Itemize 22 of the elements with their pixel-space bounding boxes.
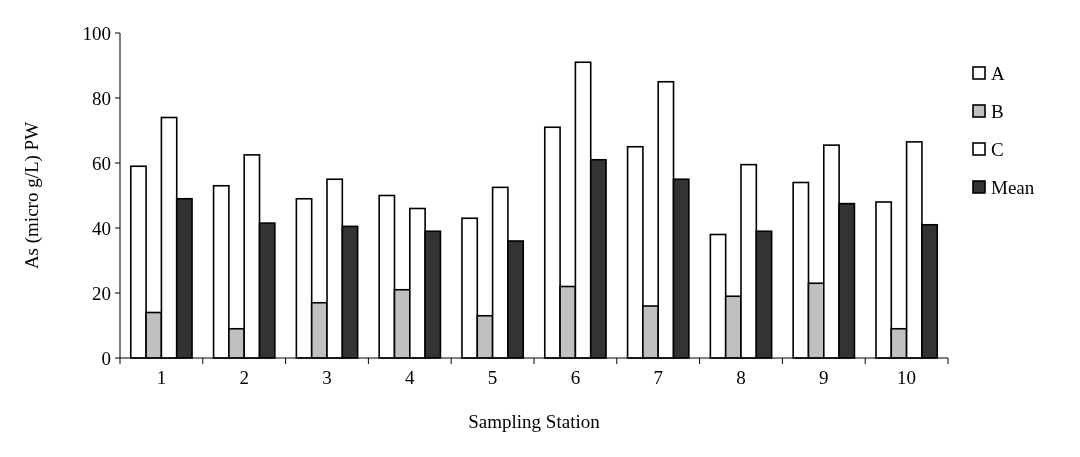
x-tick-label: 7: [653, 367, 663, 388]
x-tick-label: 1: [156, 367, 167, 388]
legend-label: C: [991, 138, 1004, 160]
x-tick-label: 9: [819, 367, 829, 388]
x-tick-label: 6: [570, 367, 581, 388]
y-axis-title: As (micro g/L) PW: [21, 121, 43, 270]
y-tick-label: 40: [92, 217, 111, 239]
x-tick-label: 8: [736, 367, 746, 388]
legend-label: B: [991, 100, 1004, 122]
x-axis-title: Sampling Station: [468, 411, 601, 432]
x-tick-label: 2: [239, 367, 249, 388]
y-tick-label: 20: [92, 282, 111, 304]
legend-label: Mean: [991, 176, 1035, 198]
x-tick-label: 3: [322, 367, 332, 388]
y-tick-label: 0: [101, 347, 111, 369]
x-tick-label: 4: [405, 367, 416, 388]
y-tick-label: 100: [82, 22, 111, 44]
y-tick-label: 80: [92, 87, 111, 109]
legend-label: A: [991, 62, 1005, 84]
y-tick-label: 60: [92, 152, 111, 174]
x-tick-label: 5: [487, 367, 498, 388]
x-tick-label: 10: [897, 367, 917, 388]
